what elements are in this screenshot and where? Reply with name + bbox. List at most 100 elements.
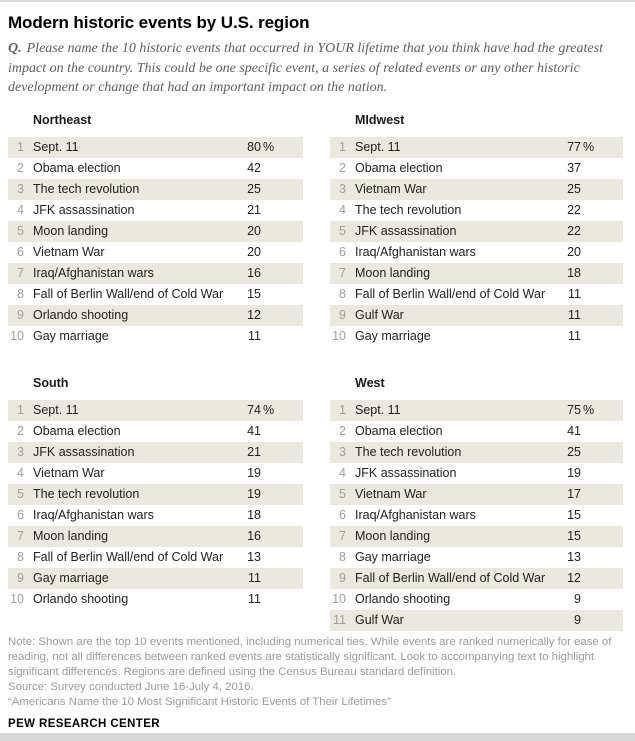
rank-cell: 8 — [17, 550, 24, 564]
rank-cell: 5 — [17, 487, 24, 501]
event-cell: Fall of Berlin Wall/end of Cold War — [33, 550, 224, 564]
event-cell: Iraq/Afghanistan wars — [355, 508, 476, 522]
percent-sign: % — [583, 140, 595, 154]
rank-cell: 10 — [10, 329, 24, 343]
table-row: 3 JFK assassination 21 — [8, 441, 303, 463]
table-row: 10 Orlando shooting 9 — [330, 589, 623, 610]
top-divider — [0, 0, 635, 2]
rank-cell: 1 — [17, 403, 24, 417]
event-cell: Gay marriage — [33, 571, 109, 585]
table-row: 9 Gulf War 11 — [330, 304, 623, 326]
table-row: 5 The tech revolution 19 — [8, 483, 303, 505]
event-cell: Fall of Berlin Wall/end of Cold War — [33, 287, 224, 301]
value-cell: 17 — [567, 487, 581, 501]
rank-cell: 2 — [17, 424, 24, 438]
value-cell: 74 — [247, 403, 261, 417]
rank-cell: 10 — [332, 329, 346, 343]
table-row: 3 The tech revolution 25 — [330, 441, 623, 463]
table-row: 5 Vietnam War 17 — [330, 483, 623, 505]
table-rows: 1 Sept. 11 80% 2 Obama election 42 3 The tech r… — [8, 136, 303, 347]
rank-cell: 9 — [17, 308, 24, 322]
value-cell: 11 — [248, 571, 261, 585]
rank-cell: 5 — [339, 487, 346, 501]
rank-cell: 8 — [339, 287, 346, 301]
table-rows: 1 Sept. 11 74% 2 Obama election 41 3 JFK assass… — [8, 399, 303, 610]
table-rows: 1 Sept. 11 75% 2 Obama election 41 3 The tech r… — [330, 399, 623, 631]
brand-pew-research-center: PEW RESEARCH CENTER — [8, 717, 161, 730]
question-label: Q. — [8, 41, 22, 56]
event-cell: Obama election — [355, 161, 443, 175]
value-cell: 25 — [247, 182, 261, 196]
rank-cell: 9 — [339, 308, 346, 322]
value-cell: 21 — [247, 445, 261, 459]
rank-cell: 4 — [339, 466, 346, 480]
event-cell: The tech revolution — [355, 445, 462, 459]
table-row: 8 Gay marriage 13 — [330, 547, 623, 568]
region-header: Northeast — [33, 112, 92, 127]
event-cell: The tech revolution — [33, 487, 140, 501]
question-text: Please name the 10 historic events that … — [8, 41, 603, 95]
table-row: 10 Gay marriage 11 — [330, 326, 623, 347]
value-cell: 22 — [567, 224, 581, 238]
table-row: 9 Gay marriage 11 — [8, 567, 303, 589]
event-cell: Sept. 11 — [33, 403, 79, 417]
rank-cell: 1 — [339, 140, 346, 154]
event-cell: Vietnam War — [33, 245, 105, 259]
table-row: 7 Moon landing 15 — [330, 525, 623, 547]
event-cell: Iraq/Afghanistan wars — [33, 508, 154, 522]
table-row: 3 Vietnam War 25 — [330, 178, 623, 200]
table-row: 6 Iraq/Afghanistan wars 20 — [330, 242, 623, 263]
table-row: 2 Obama election 41 — [8, 421, 303, 442]
event-cell: Sept. 11 — [355, 403, 401, 417]
rank-cell: 3 — [339, 182, 346, 196]
table-row: 1 Sept. 11 77% — [330, 136, 623, 158]
table-row: 6 Iraq/Afghanistan wars 15 — [330, 505, 623, 526]
table-row: 4 JFK assassination 19 — [330, 463, 623, 484]
rank-cell: 4 — [17, 203, 24, 217]
table-row: 9 Fall of Berlin Wall/end of Cold War 12 — [330, 567, 623, 589]
event-cell: Obama election — [33, 161, 121, 175]
rank-cell: 8 — [339, 550, 346, 564]
table-row: 2 Obama election 41 — [330, 421, 623, 442]
event-cell: Moon landing — [355, 266, 431, 280]
table-row: 3 The tech revolution 25 — [8, 178, 303, 200]
event-cell: JFK assassination — [33, 203, 135, 217]
table-row: 5 JFK assassination 22 — [330, 220, 623, 242]
event-cell: Moon landing — [33, 224, 109, 238]
survey-question: Q. Please name the 10 historic events tha… — [8, 39, 627, 98]
event-cell: Obama election — [33, 424, 121, 438]
value-cell: 22 — [567, 203, 581, 217]
value-cell: 11 — [568, 287, 581, 301]
rank-cell: 6 — [339, 508, 346, 522]
event-cell: Vietnam War — [355, 182, 427, 196]
value-cell: 77 — [567, 140, 581, 154]
rank-cell: 8 — [17, 287, 24, 301]
rank-cell: 3 — [339, 445, 346, 459]
rank-cell: 9 — [17, 571, 24, 585]
event-cell: Iraq/Afghanistan wars — [33, 266, 154, 280]
table-row: 6 Iraq/Afghanistan wars 18 — [8, 505, 303, 526]
event-cell: Moon landing — [355, 529, 431, 543]
value-cell: 19 — [247, 487, 261, 501]
table-northeast: Northeast 1 Sept. 11 80% 2 Obama election 42 3… — [8, 113, 303, 347]
table-midwest: MIdwest 1 Sept. 11 77% 2 Obama election 37 3 Vi… — [330, 113, 623, 347]
region-header: South — [33, 375, 69, 390]
rank-cell: 4 — [339, 203, 346, 217]
table-row: 7 Moon landing 18 — [330, 262, 623, 284]
value-cell: 20 — [567, 245, 581, 259]
value-cell: 19 — [247, 466, 261, 480]
event-cell: Gay marriage — [355, 550, 431, 564]
page-title: Modern historic events by U.S. region — [8, 13, 310, 32]
value-cell: 20 — [247, 245, 261, 259]
event-cell: Gay marriage — [33, 329, 109, 343]
rank-cell: 1 — [17, 140, 24, 154]
value-cell: 42 — [247, 161, 261, 175]
rank-cell: 2 — [339, 424, 346, 438]
value-cell: 18 — [567, 266, 581, 280]
value-cell: 21 — [247, 203, 261, 217]
rank-cell: 3 — [17, 182, 24, 196]
event-cell: Fall of Berlin Wall/end of Cold War — [355, 287, 546, 301]
event-cell: Orlando shooting — [33, 592, 129, 606]
value-cell: 19 — [567, 466, 581, 480]
